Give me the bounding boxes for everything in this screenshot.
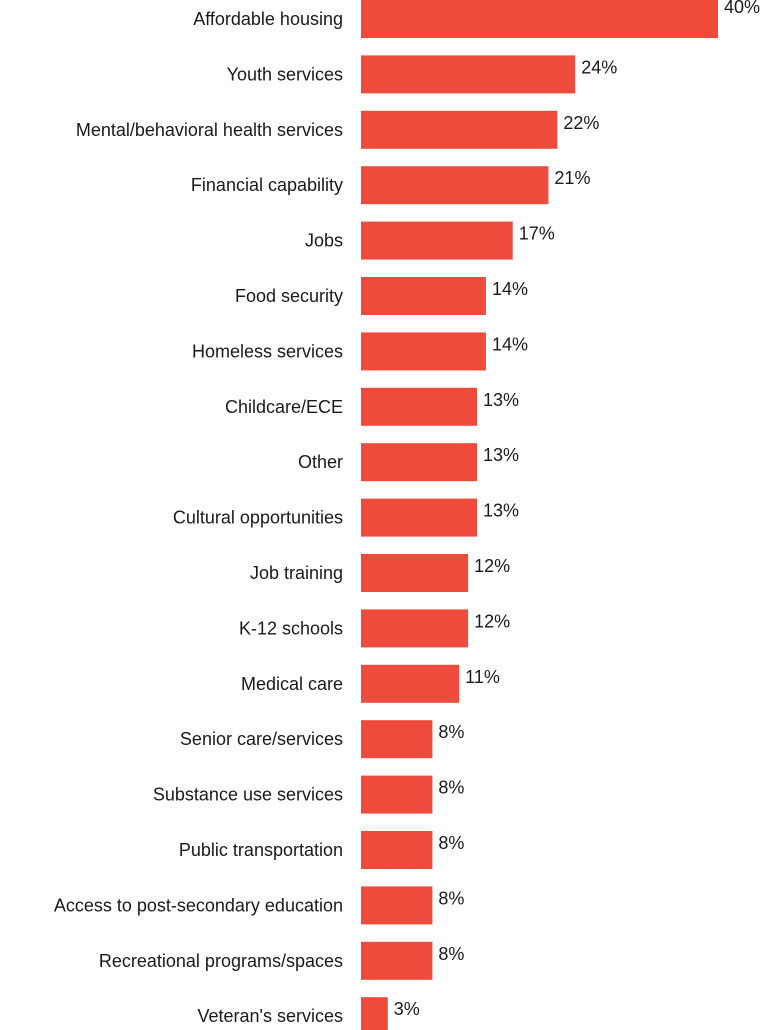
value-label: 8% xyxy=(438,888,464,908)
category-label: Financial capability xyxy=(191,175,343,195)
category-label: Homeless services xyxy=(192,341,343,361)
bars xyxy=(361,0,718,1030)
value-label: 3% xyxy=(394,999,420,1019)
value-label: 13% xyxy=(483,445,519,465)
bar xyxy=(361,277,486,315)
category-label: Food security xyxy=(235,286,343,306)
bar xyxy=(361,387,478,426)
value-label: 8% xyxy=(438,944,464,964)
value-label: 8% xyxy=(438,722,464,742)
value-label: 12% xyxy=(474,556,510,576)
bar xyxy=(361,332,486,371)
value-label: 21% xyxy=(554,168,590,188)
category-label: Recreational programs/spaces xyxy=(99,951,343,971)
category-label: Veteran's services xyxy=(197,1006,343,1026)
bar xyxy=(361,110,558,149)
category-label: Jobs xyxy=(305,231,343,251)
value-label: 17% xyxy=(519,224,555,244)
bar xyxy=(361,0,718,38)
value-label: 12% xyxy=(474,611,510,631)
bar xyxy=(361,831,433,869)
category-label: Other xyxy=(298,452,343,472)
category-label: Youth services xyxy=(227,64,343,84)
value-label: 13% xyxy=(483,501,519,521)
category-label: Cultural opportunities xyxy=(173,508,343,528)
category-label: Access to post-secondary education xyxy=(54,895,343,915)
bar xyxy=(361,498,478,537)
bar xyxy=(361,609,469,648)
category-label: Substance use services xyxy=(153,785,343,805)
value-label: 8% xyxy=(438,778,464,798)
value-label: 22% xyxy=(563,113,599,133)
bar xyxy=(361,997,388,1030)
value-labels: 40% 24% 22% 21% 17% 14% 14% 13% 13% 13% 12% 12% 11% 8… xyxy=(394,0,760,1019)
category-label: Childcare/ECE xyxy=(225,397,343,417)
bar xyxy=(361,941,433,980)
category-label: Medical care xyxy=(241,674,343,694)
value-label: 14% xyxy=(492,334,528,354)
category-label: Job training xyxy=(250,563,343,583)
bar xyxy=(361,720,433,759)
value-label: 40% xyxy=(724,0,760,17)
bar xyxy=(361,443,478,482)
bar xyxy=(361,55,576,94)
value-label: 24% xyxy=(581,57,617,77)
bar xyxy=(361,664,460,703)
bar xyxy=(361,221,513,260)
category-label: K-12 schools xyxy=(239,618,343,638)
category-label: Public transportation xyxy=(179,840,343,860)
bar xyxy=(361,554,469,592)
category-label: Mental/behavioral health services xyxy=(76,120,343,140)
value-label: 14% xyxy=(492,279,528,299)
bar xyxy=(361,886,433,925)
bar xyxy=(361,166,549,205)
value-label: 8% xyxy=(438,833,464,853)
category-label: Senior care/services xyxy=(180,729,343,749)
category-label: Affordable housing xyxy=(193,9,343,29)
value-label: 13% xyxy=(483,390,519,410)
category-labels: Affordable housing Youth services Mental/b… xyxy=(54,9,343,1026)
bar xyxy=(361,775,433,814)
value-label: 11% xyxy=(465,667,500,687)
